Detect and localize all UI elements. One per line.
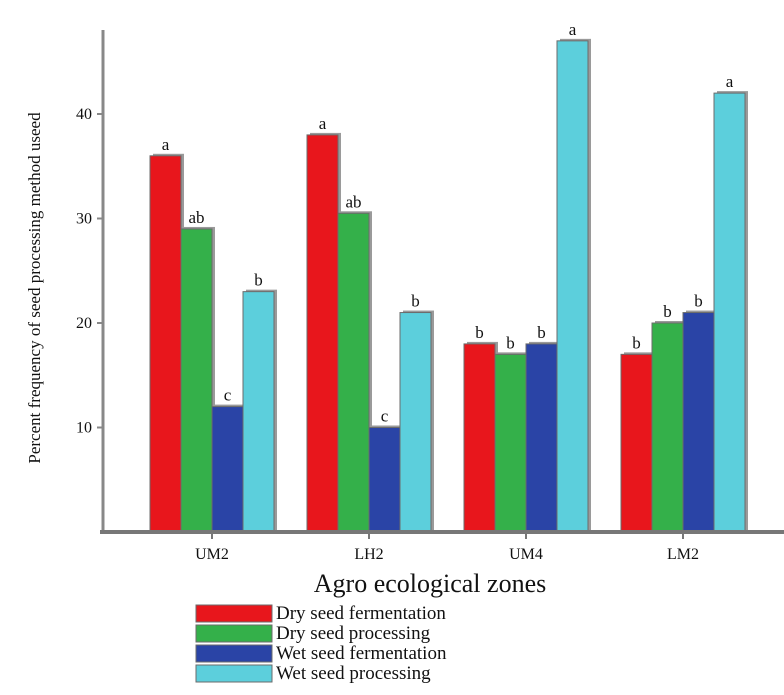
y-axis-label: Percent frequency of seed processing met… — [25, 112, 44, 464]
legend-swatch — [195, 644, 273, 663]
y-tick-label: 20 — [76, 315, 92, 332]
bar — [149, 155, 182, 533]
bar — [494, 353, 527, 533]
bar — [556, 40, 589, 533]
legend-swatch — [195, 664, 273, 683]
bar — [525, 343, 558, 533]
significance-label: b — [475, 323, 484, 342]
bar — [463, 343, 496, 533]
significance-label: ab — [188, 208, 204, 227]
bar — [337, 212, 370, 533]
legend-swatch — [195, 604, 273, 623]
significance-label: a — [162, 135, 170, 154]
legend-label: Wet seed fermentation — [276, 643, 447, 664]
bar — [306, 134, 339, 533]
significance-label: c — [381, 407, 389, 426]
bar — [399, 312, 432, 533]
x-tick-label: LM2 — [667, 546, 699, 563]
significance-label: c — [224, 386, 232, 405]
significance-label: b — [254, 271, 263, 290]
legend-swatch — [195, 624, 273, 643]
significance-label: b — [411, 292, 420, 311]
bar — [682, 312, 715, 533]
x-tick-label: UM2 — [195, 546, 229, 563]
bar — [713, 92, 746, 533]
legend-label: Dry seed processing — [276, 623, 431, 644]
x-tick-label: LH2 — [354, 546, 383, 563]
bar — [620, 353, 653, 533]
legend-label: Wet seed processing — [276, 663, 431, 684]
bar — [180, 228, 213, 533]
significance-label: b — [663, 302, 672, 321]
significance-label: b — [694, 292, 703, 311]
bar — [368, 427, 401, 533]
significance-label: a — [319, 114, 327, 133]
y-tick-label: 40 — [76, 106, 92, 123]
bar — [242, 291, 275, 533]
significance-label: a — [726, 72, 734, 91]
significance-label: b — [537, 323, 546, 342]
bar — [651, 322, 684, 533]
x-tick-label: UM4 — [509, 546, 543, 563]
significance-label: b — [506, 333, 515, 352]
legend-label: Dry seed fermentation — [276, 603, 446, 624]
y-tick-label: 10 — [76, 420, 92, 437]
x-axis-label: Agro ecological zones — [314, 569, 546, 598]
y-tick-label: 30 — [76, 211, 92, 228]
significance-label: a — [569, 20, 577, 39]
bar — [211, 406, 244, 533]
significance-label: b — [632, 333, 641, 352]
significance-label: ab — [345, 192, 361, 211]
